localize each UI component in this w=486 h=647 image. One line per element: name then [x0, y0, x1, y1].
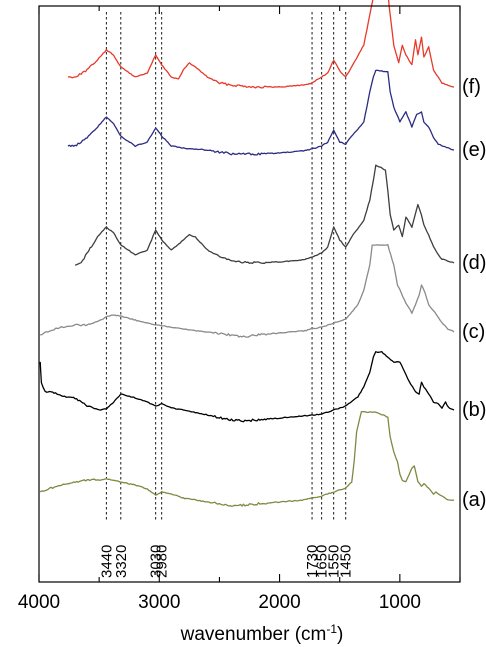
series-label-d: (d) — [462, 252, 486, 274]
series-a — [39, 410, 455, 507]
reference-label-3320: 3320 — [113, 545, 130, 578]
series-label-f: (f) — [462, 76, 481, 98]
x-tick-label-2000: 2000 — [258, 592, 300, 613]
x-tick-label-4000: 4000 — [18, 592, 60, 613]
x-axis-label: wavenumber (cm-1) — [180, 622, 344, 645]
reference-lines — [105, 12, 347, 520]
plot-frame — [38, 5, 461, 583]
series-label-b: (b) — [462, 399, 486, 421]
series-e — [67, 69, 455, 156]
reference-label-3440: 3440 — [98, 545, 115, 578]
x-axis-ticks: 4000 3000 2000 1000 — [18, 6, 461, 613]
reference-label-3030: 3030 — [148, 545, 165, 578]
series-label-e: (e) — [462, 139, 486, 161]
series-d — [74, 164, 455, 266]
reference-label-1650: 1650 — [314, 545, 331, 578]
reference-label-1450: 1450 — [338, 545, 355, 578]
reference-label-2980: 2980 — [154, 545, 171, 578]
spectra-series: (f) (e) (d) (c) (b) (a) — [39, 0, 486, 511]
reference-label-1730: 1730 — [304, 545, 321, 578]
series-c — [40, 243, 455, 338]
series-f — [67, 0, 455, 89]
x-tick-label-1000: 1000 — [379, 592, 421, 613]
reference-label-1550: 1550 — [326, 545, 343, 578]
series-label-c: (c) — [462, 321, 485, 343]
x-tick-label-3000: 3000 — [138, 592, 180, 613]
series-b — [39, 350, 455, 423]
series-label-a: (a) — [462, 489, 486, 511]
